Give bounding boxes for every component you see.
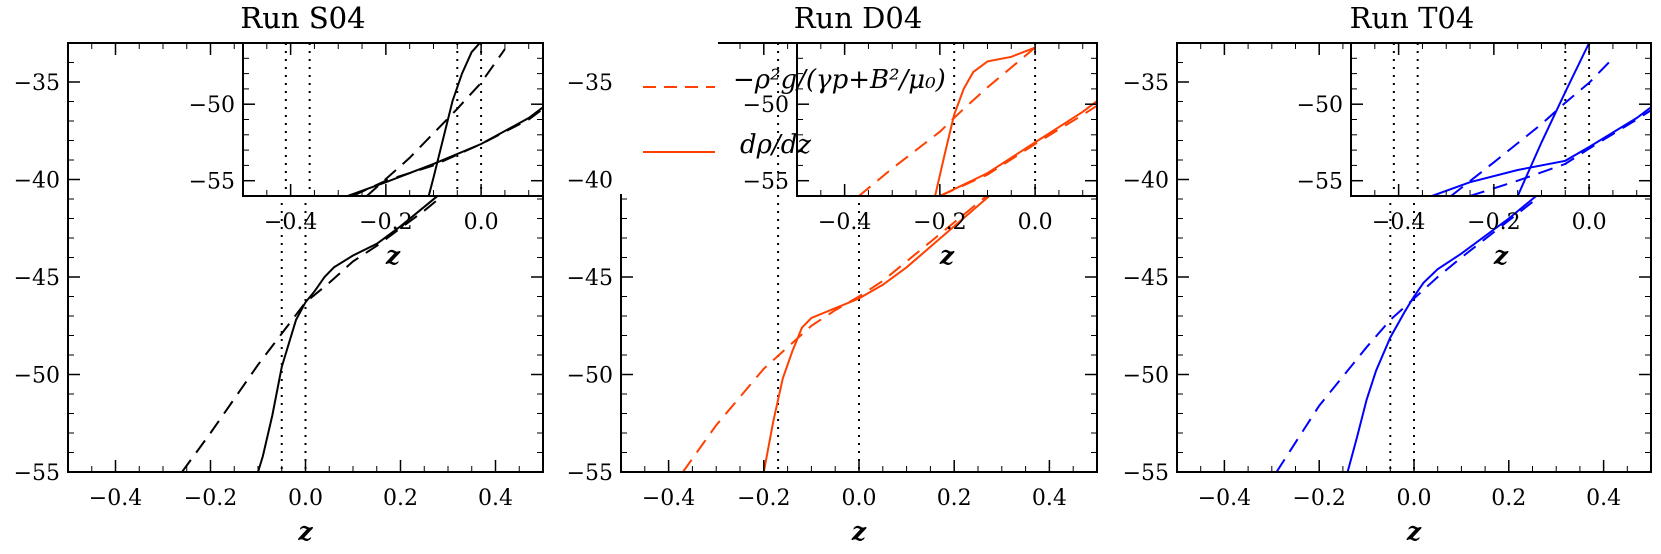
x-tick-label: 0.4 <box>478 486 513 511</box>
y-tick-label: −50 <box>1123 364 1169 389</box>
solid-series-line <box>1431 106 1651 196</box>
x-tick-label: 0.2 <box>1491 486 1526 511</box>
y-tick-label: −50 <box>743 93 789 118</box>
inset-background <box>1350 42 1652 197</box>
y-tick-label: −55 <box>1123 461 1169 486</box>
solid-series-line <box>347 106 543 196</box>
y-tick-label: −40 <box>1123 169 1169 194</box>
panel-title: Run T04 <box>1350 1 1475 35</box>
y-tick-label: −40 <box>567 169 613 194</box>
x-axis-label: z <box>851 517 867 546</box>
y-tick-label: −50 <box>189 93 235 118</box>
series-group <box>347 43 543 196</box>
series-group <box>858 46 1097 196</box>
x-tick-label: 0.0 <box>842 486 877 511</box>
y-tick-label: −55 <box>189 170 235 195</box>
x-tick-label: 0.0 <box>464 210 499 235</box>
x-tick-label: 0.2 <box>383 486 418 511</box>
x-tick-label: −0.2 <box>1292 486 1345 511</box>
x-tick-label: −0.2 <box>184 486 237 511</box>
y-tick-label: −55 <box>743 170 789 195</box>
x-axis-label: z <box>297 517 313 546</box>
x-tick-label: −0.2 <box>737 486 790 511</box>
y-tick-label: −35 <box>567 71 613 96</box>
x-axis-label: z <box>385 241 401 270</box>
y-tick-label: −50 <box>14 364 60 389</box>
panel-title: Run S04 <box>240 1 365 35</box>
inset-panel-3: −0.4 −0.2 0.0 −50 −55 z Run T04 <box>1297 1 1652 270</box>
x-tick-label: 0.0 <box>1572 210 1607 235</box>
x-tick-label: 0.2 <box>937 486 972 511</box>
x-tick-label: −0.4 <box>642 486 695 511</box>
x-tick-label: 0.0 <box>1397 486 1432 511</box>
x-tick-label: −0.2 <box>359 210 412 235</box>
x-tick-label: −0.4 <box>264 210 317 235</box>
x-tick-label: −0.4 <box>818 210 871 235</box>
y-tick-label: −35 <box>1123 71 1169 96</box>
solid-series-line <box>939 100 1097 196</box>
y-tick-label: −35 <box>14 71 60 96</box>
y-tick-label: −55 <box>567 461 613 486</box>
x-tick-label: −0.4 <box>1198 486 1251 511</box>
legend-dashed-label: −ρ²g/(γp+B²/μ₀) <box>733 65 946 95</box>
y-tick-label: −55 <box>14 461 60 486</box>
dashed-series-line <box>1450 57 1614 196</box>
x-tick-label: 0.0 <box>1018 210 1053 235</box>
y-tick-label: −50 <box>1297 93 1343 118</box>
x-tick-label: 0.0 <box>288 486 323 511</box>
inset-panel-2: −0.4 −0.2 0.0 −50 −55 z Run D04 <box>743 1 1098 270</box>
inset-background <box>242 42 544 197</box>
y-tick-label: −45 <box>567 266 613 291</box>
y-tick-label: −45 <box>1123 266 1169 291</box>
y-tick-label: −50 <box>567 364 613 389</box>
x-axis-label: z <box>939 241 955 270</box>
panel-title: Run S04 <box>240 1 365 35</box>
dashed-series-line <box>366 48 506 196</box>
y-tick-label: −55 <box>1297 170 1343 195</box>
panel-title: Run D04 <box>794 1 923 35</box>
inset-background <box>796 42 1098 197</box>
chart-panels: −0.4 −0.2 0.0 0.2 0.4 −35 −40 −45 −50 −55 z Run S04… <box>14 1 1652 546</box>
x-tick-label: 0.4 <box>1032 486 1067 511</box>
x-tick-label: −0.2 <box>913 210 966 235</box>
dashed-series-line <box>858 46 1036 196</box>
x-axis-label: z <box>1406 517 1422 546</box>
solid-series-line <box>1516 43 1590 196</box>
x-tick-label: −0.4 <box>89 486 142 511</box>
legend-box <box>620 42 718 194</box>
x-tick-label: −0.4 <box>1372 210 1425 235</box>
solid-series-line <box>934 46 1036 196</box>
series-group <box>1431 43 1651 196</box>
solid-series-line <box>427 43 482 196</box>
x-axis-label: z <box>1493 241 1509 270</box>
x-tick-label: −0.2 <box>1467 210 1520 235</box>
inset-panel-1: −0.4 −0.2 0.0 −50 −55 z Run S04 <box>189 1 544 270</box>
y-tick-label: −40 <box>14 169 60 194</box>
legend-solid-label: dρ/dz <box>740 130 811 160</box>
dashed-series-line <box>1275 100 1651 472</box>
legend: −ρ²g/(γp+B²/μ₀) dρ/dz <box>620 42 946 194</box>
x-tick-label: 0.4 <box>1586 486 1621 511</box>
y-tick-label: −45 <box>14 266 60 291</box>
